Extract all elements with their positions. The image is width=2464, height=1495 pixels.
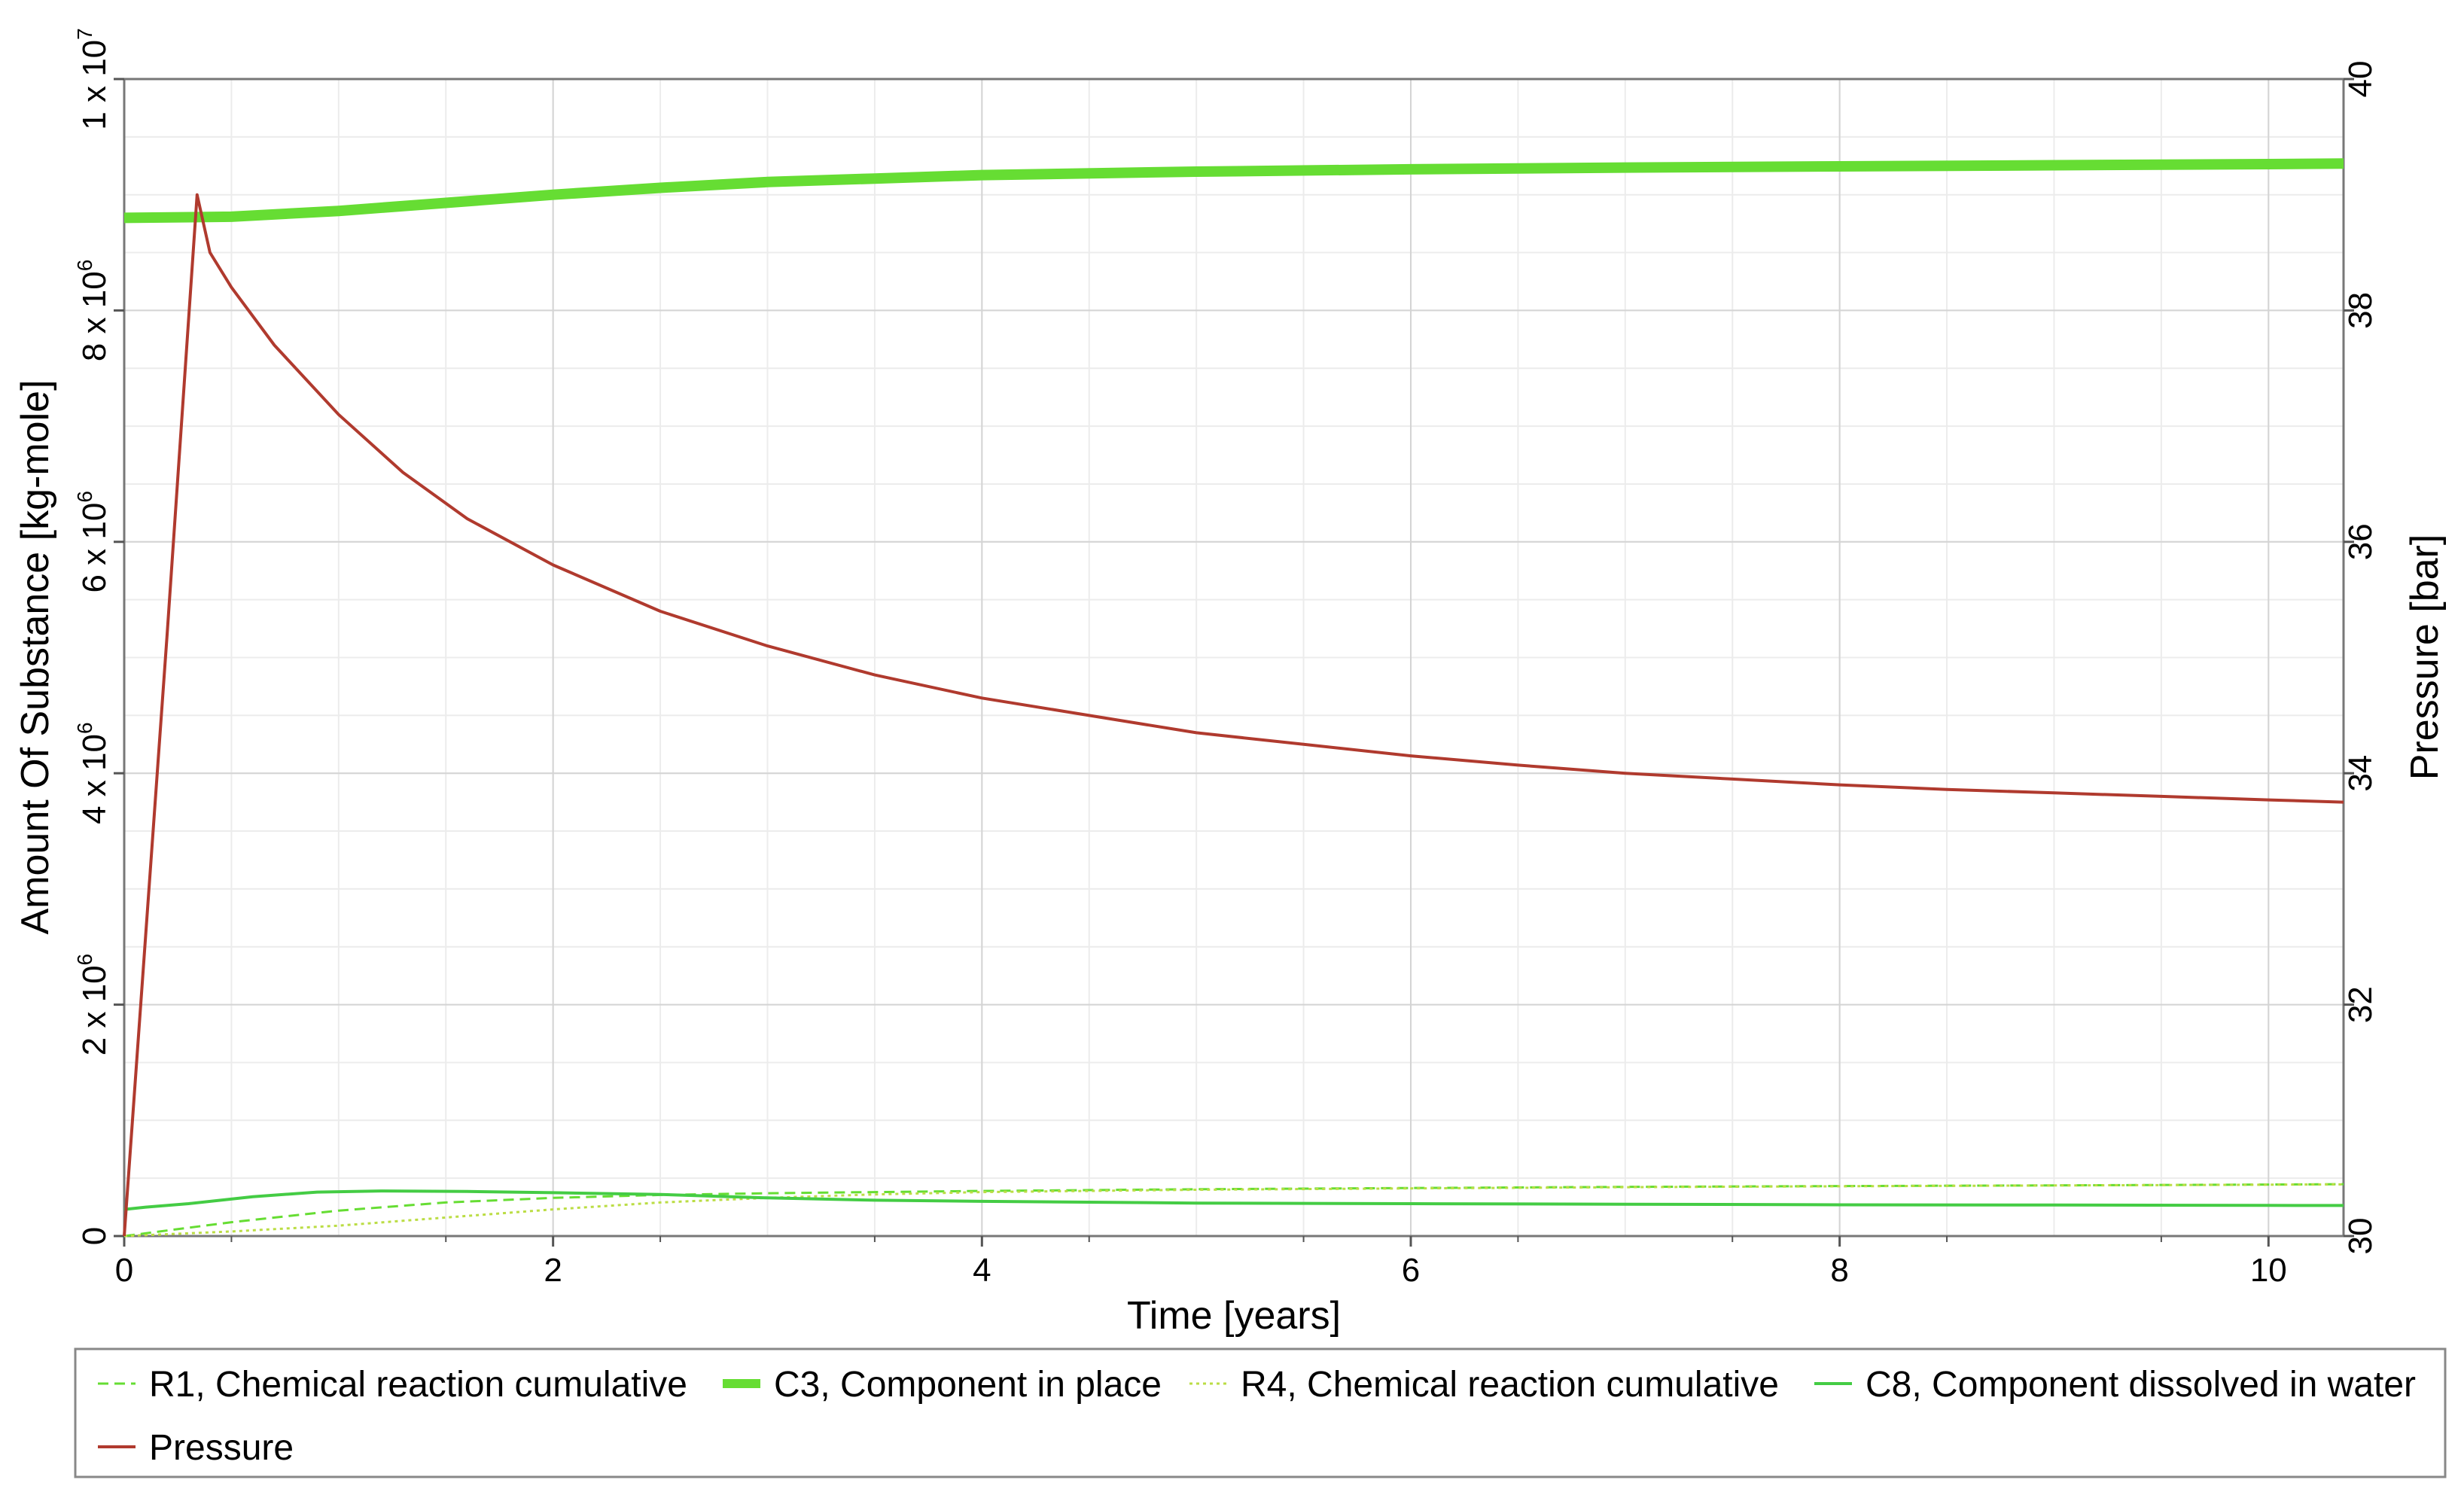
series-line-5 [123,193,2344,1237]
legend-label: Pressure [149,1428,294,1468]
y-right-axis-ticks: 30 32 34 36 38 40 [2342,61,2379,1255]
x-tick-label: 0 [115,1252,133,1289]
x-tick-label: 4 [973,1252,991,1289]
legend-label: R4, Chemical reaction cumulative [1241,1365,1779,1405]
legend-label: R1, Chemical reaction cumulative [149,1365,687,1405]
x-axis-title: Time [years] [1127,1294,1341,1338]
y-left-tick-label: 8 x 106 [73,260,113,361]
legend: R1, Chemical reaction cumulative C3, Comp… [98,1365,2416,1468]
series-line-2 [123,158,2344,224]
series-layer [123,158,2344,1238]
legend-label: C8, Component dissolved in water [1866,1365,2416,1405]
y-right-tick-label: 30 [2342,1218,2379,1255]
y-right-tick-label: 38 [2342,292,2379,329]
y-right-tick-label: 36 [2342,523,2379,560]
series-line-4 [123,1189,2344,1211]
x-tick-label: 10 [2250,1252,2287,1289]
y-right-axis-title: Pressure [bar] [2403,534,2447,781]
y-right-tick-label: 40 [2342,61,2379,98]
x-tick-label: 8 [1830,1252,1848,1289]
y-left-tick-label: 4 x 106 [73,722,113,824]
x-tick-label: 6 [1402,1252,1420,1289]
y-left-axis-ticks: 0 2 x 106 4 x 106 6 x 106 8 x 106 1 x 107 [73,28,124,1245]
y-left-axis-title: Amount Of Substance [kg-mole] [14,379,57,934]
y-right-tick-label: 32 [2342,986,2379,1023]
legend-box [74,1347,2447,1478]
x-axis-ticks: 0 2 4 6 8 10 [115,1236,2287,1289]
series-line-3 [123,1183,2344,1238]
y-left-tick-label: 0 [76,1227,113,1245]
x-tick-label: 2 [544,1252,562,1289]
legend-label: C3, Component in place [774,1365,1162,1405]
y-right-tick-label: 34 [2342,755,2379,792]
grid-minor [123,78,2344,1237]
y-left-tick-label: 2 x 106 [73,954,113,1055]
y-left-tick-label: 1 x 107 [73,28,113,129]
y-left-tick-label: 6 x 106 [73,491,113,592]
plot-frame [123,78,2345,1238]
